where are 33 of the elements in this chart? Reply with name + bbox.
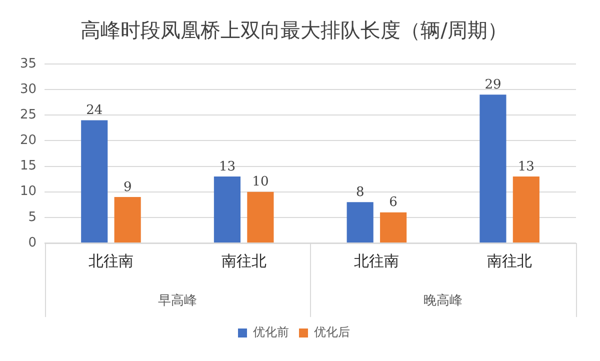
bar bbox=[380, 212, 407, 242]
data-label: 13 bbox=[518, 159, 534, 174]
bar bbox=[480, 94, 506, 242]
data-label: 6 bbox=[389, 195, 398, 210]
x-tick-label: 北往南 bbox=[354, 252, 400, 270]
bar bbox=[346, 202, 374, 242]
y-tick-label: 25 bbox=[20, 108, 37, 123]
y-tick-label: 0 bbox=[28, 235, 37, 250]
text: 早高峰 bbox=[158, 292, 197, 308]
text: 晚高峰 bbox=[424, 292, 463, 308]
y-tick-label: 5 bbox=[28, 210, 37, 225]
data-label: 9 bbox=[123, 180, 132, 195]
data-label: 13 bbox=[218, 159, 236, 174]
bar bbox=[247, 192, 274, 242]
bar bbox=[214, 176, 241, 242]
y-tick-label: 15 bbox=[20, 158, 37, 174]
data-label: 24 bbox=[86, 103, 103, 118]
bar bbox=[81, 120, 108, 242]
data-label: 8 bbox=[356, 184, 364, 200]
x-tick-label: 南往北 bbox=[487, 252, 532, 270]
bar bbox=[512, 176, 540, 242]
x-tick-label: 南往北 bbox=[221, 252, 266, 270]
y-tick-label: 35 bbox=[20, 56, 37, 72]
y-tick-label: 20 bbox=[20, 133, 37, 148]
x-tick-label: 北往南 bbox=[88, 252, 134, 270]
y-tick-label: 30 bbox=[20, 82, 37, 97]
bar bbox=[114, 196, 141, 242]
data-label: 10 bbox=[252, 174, 269, 190]
legend-label: 优化前 bbox=[253, 325, 289, 340]
legend-label: 优化后 bbox=[314, 325, 350, 340]
data-label: 29 bbox=[484, 78, 502, 93]
chart-title: 高峰时段凤凰桥上双向最大排队长度（辆/周期） bbox=[80, 18, 508, 42]
y-tick-label: 10 bbox=[20, 184, 37, 200]
